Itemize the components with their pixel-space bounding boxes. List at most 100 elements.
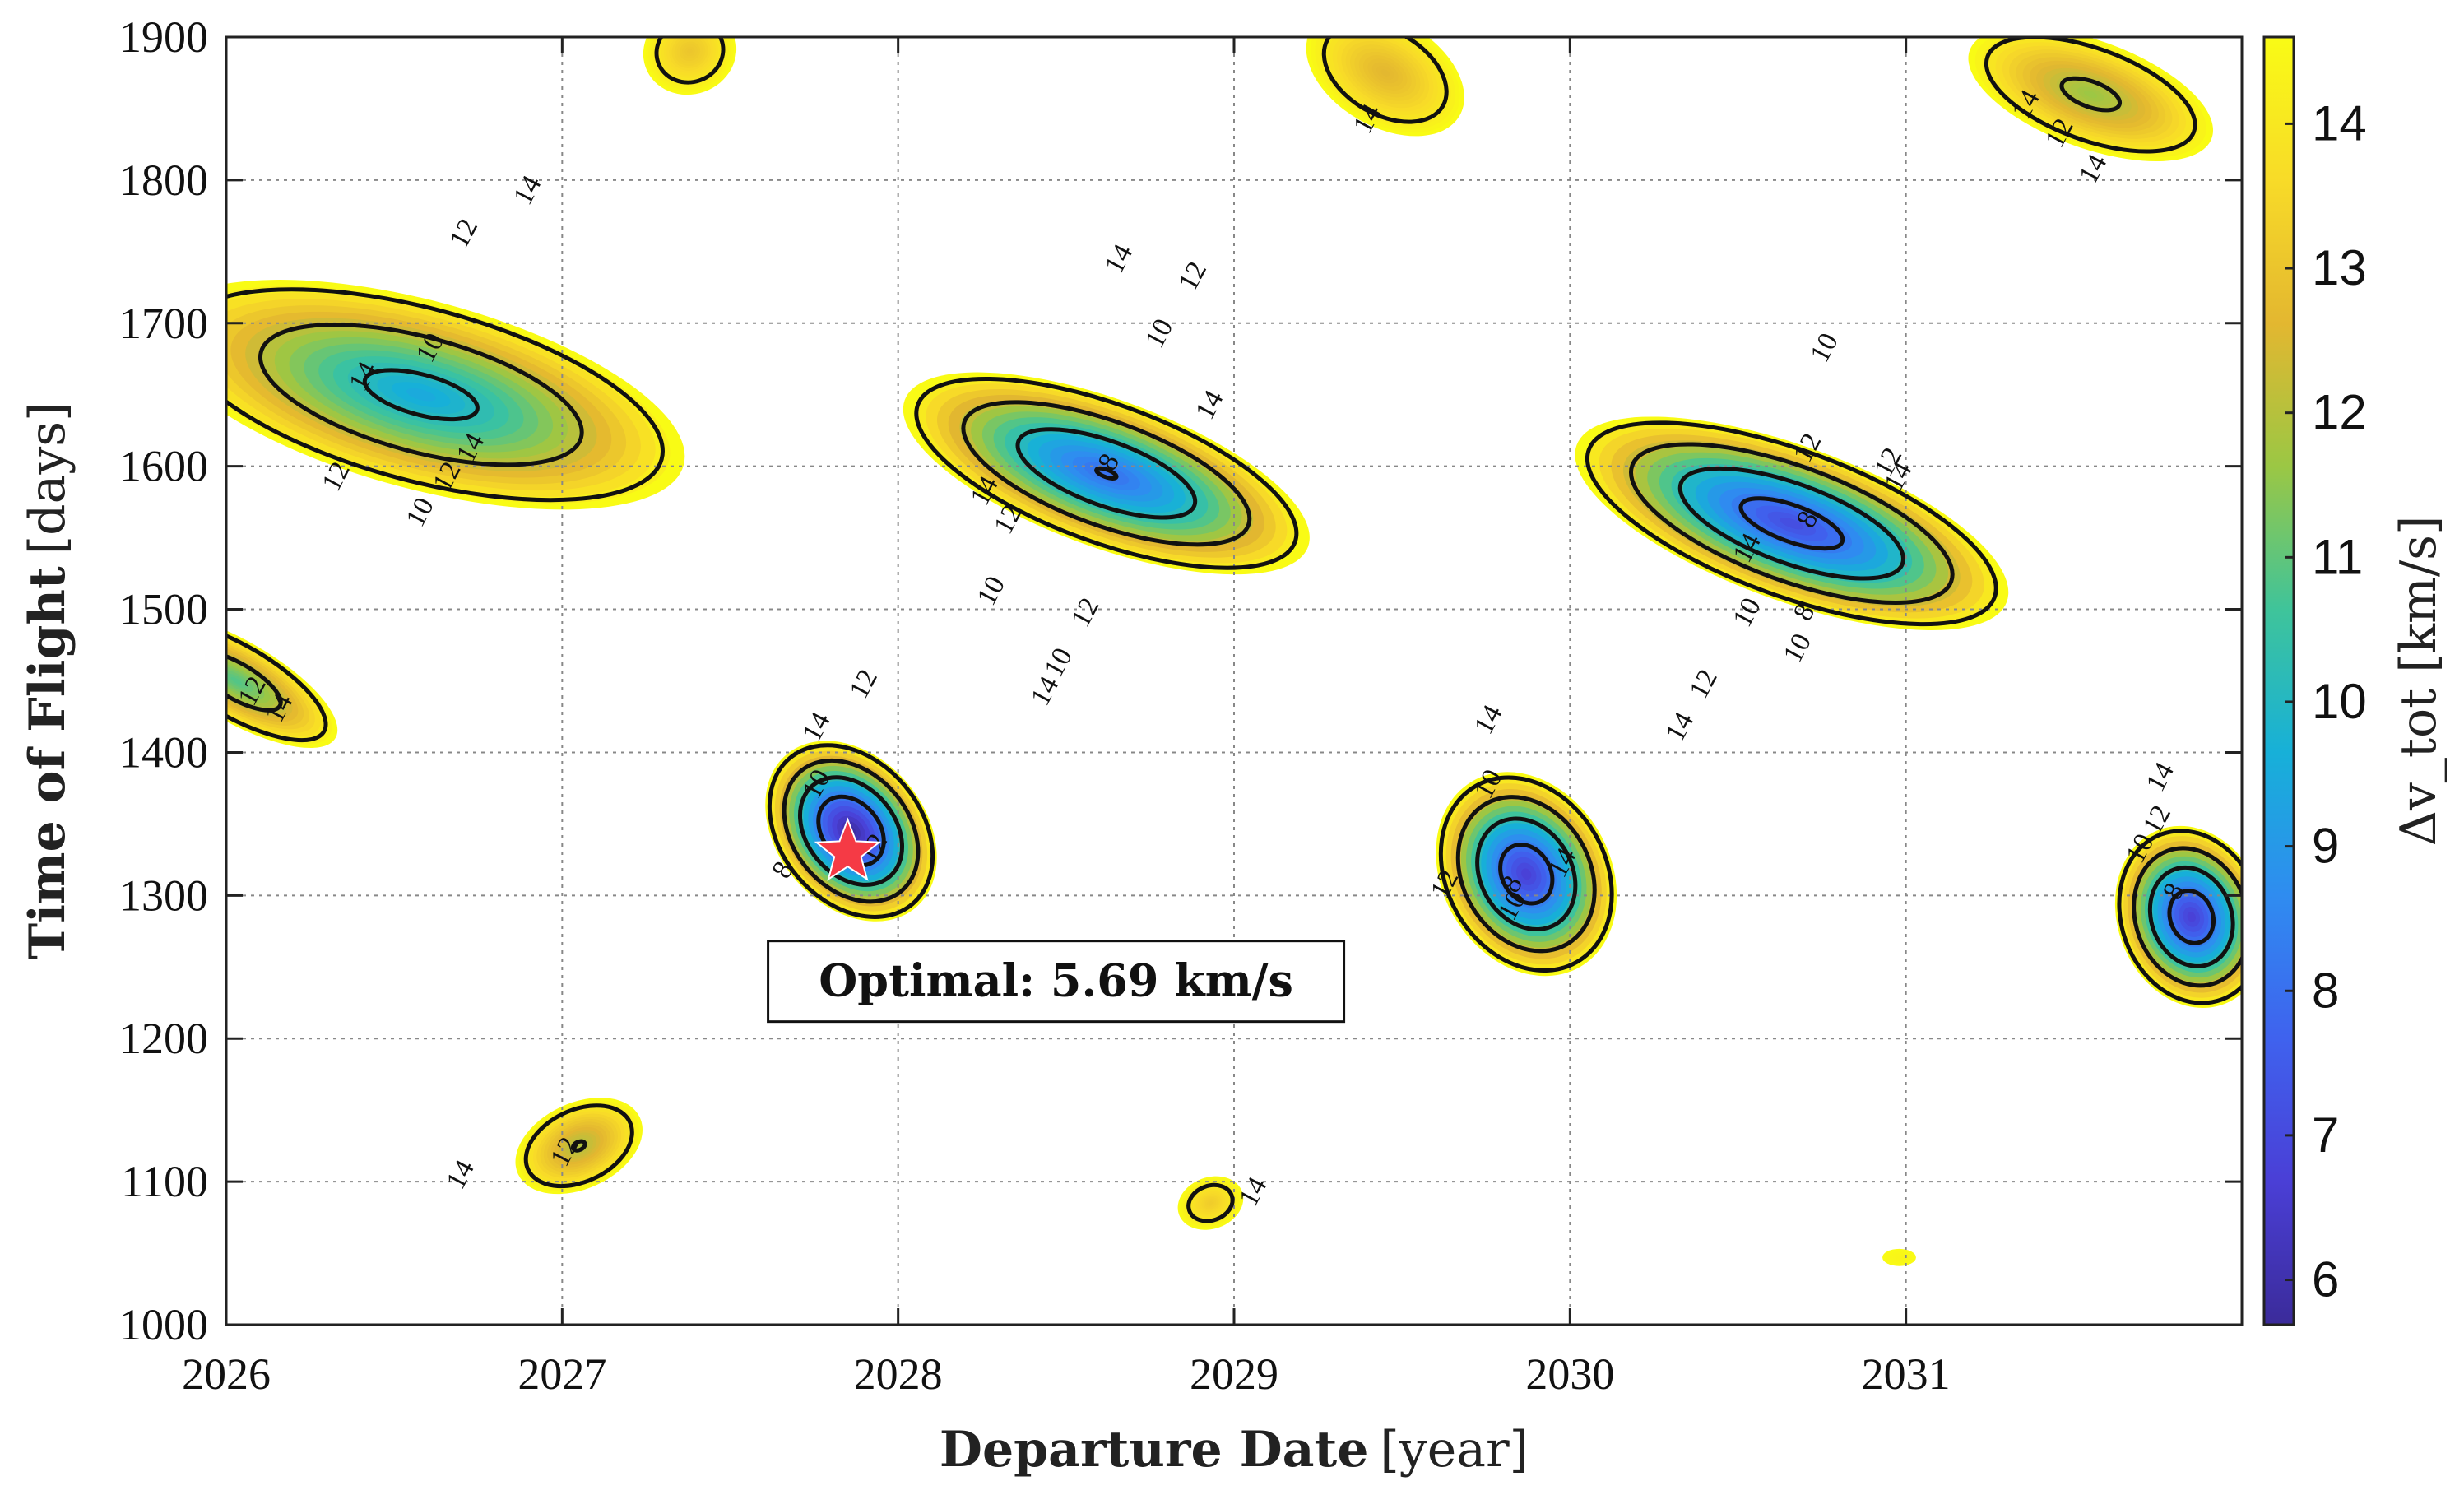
optimal-annotation: Optimal: 5.69 km/s [767,940,1346,1024]
contour-lines-window-2028 [767,743,935,919]
contour-line-12 [258,323,584,467]
contour-lines-window-2030-upper [1585,420,1998,627]
y-axis-label-bold: Time of Flight [19,566,77,959]
x-tick-label: 2028 [854,1349,943,1399]
colorbar-tick-label: 8 [2312,963,2339,1018]
colorbar-tick-label: 11 [2312,529,2363,584]
axes-ticks: 2026 2027 2028 2029 2030 2031 1000 1100 1200 1300… [119,12,2242,1399]
y-tick-label: 1300 [119,871,208,920]
colorbar-tick-label: 7 [2312,1107,2339,1163]
x-tick-label: 2030 [1525,1349,1614,1399]
optimal-star-marker [814,817,882,881]
contour-line-12 [1629,442,1955,605]
y-tick-label: 1000 [119,1300,208,1349]
contour-lines-island-2029 [1186,1182,1235,1223]
contour-lines-top-2029 [1321,37,1449,124]
basin-window-2031-top [1968,37,2213,162]
basin-fill-band [2083,91,2098,99]
y-tick-label: 1100 [121,1157,208,1206]
contour-line-10 [362,368,480,422]
y-tick-label: 1500 [119,585,208,634]
x-axis-label-bold: Departure Date [940,1421,1368,1479]
x-tick-label: 2031 [1862,1349,1951,1399]
contour-line-12 [782,758,921,904]
contour-line-14 [1984,37,2197,154]
contour-lines-window-2028-upper [914,377,1299,570]
contour-line-10 [1015,427,1198,520]
contour-line-12 [1455,795,1597,954]
y-tick-label: 1900 [119,12,208,62]
y-tick-label: 1400 [119,727,208,777]
x-axis-label: Departure Date [year] [940,1421,1529,1479]
contour-line-14 [914,377,1299,570]
contour-line-14 [226,619,328,743]
contour-line-14 [1186,1182,1235,1223]
basin-fill-band [230,676,243,685]
colorbar-tick-label: 10 [2312,674,2367,729]
y-axis-label: Time of Flight [days] [19,402,77,960]
contour-line-10 [1475,816,1578,932]
contour-lines-window-2031 [2117,829,2242,1005]
contour-lines-top-2027 [654,37,726,85]
contour-line-14 [2117,829,2242,1005]
basin-fill-band [1521,868,1532,880]
contour-line-14 [523,1103,634,1189]
contour-line-10 [1677,466,1905,581]
colorbar-tick-label: 9 [2312,819,2339,874]
colorbar-bar [2262,35,2295,1326]
contour-line-8 [1094,466,1119,481]
contour-line-14 [1585,420,1998,627]
x-tick-label: 2027 [517,1349,606,1399]
basin-fill-band [1380,69,1390,77]
contour-line-12 [961,400,1252,547]
basin-fill-band [406,388,436,402]
basin-fill-band [687,49,693,54]
basin-fill-band [1898,1256,1900,1258]
x-tick-label: 2029 [1190,1349,1278,1399]
contour-line-14 [1321,37,1449,124]
contour-line-layer [226,37,2242,1223]
colorbar-tick-label: 12 [2312,385,2367,440]
basin-window-2028-upper [903,372,1310,575]
y-tick-label: 1700 [119,299,208,348]
contour-line-12 [570,1139,587,1153]
basin-fill-band [1209,1201,1213,1205]
contour-line-10 [2147,865,2235,968]
colorbar-label: Δv_tot [km/s] [2390,516,2448,847]
y-axis-label-unit: [days] [19,402,77,555]
basin-fill-band [2187,912,2196,922]
y-tick-label: 1600 [119,442,208,491]
contour-lines-window-2031-top [1984,37,2197,154]
contour-lines-island-2027 [523,1103,634,1189]
y-tick-label: 1800 [119,156,208,205]
basin-speck-2031 [1882,1248,1916,1266]
colorbar-tick-label: 13 [2312,240,2367,295]
contour-lines-window-2030 [1438,775,1614,973]
contour-line-12 [2132,846,2242,988]
contour-line-12 [2059,76,2123,113]
contour-line-14 [226,287,665,503]
contour-line-8 [2167,889,2216,945]
basin-window-2030-upper [1575,416,2009,631]
contour-line-8 [1498,843,1555,906]
contour-line-14 [1438,775,1614,973]
optimal-marker-layer [814,817,882,881]
basin-fill-band [1095,467,1118,480]
colorbar-tick-label: 6 [2312,1252,2339,1307]
x-tick-label: 2026 [182,1349,271,1399]
grid [226,37,2242,1325]
x-axis-label-unit: [year] [1380,1421,1529,1479]
colorbar-tick-label: 14 [2312,95,2367,151]
contour-lines-window-2026 [226,287,665,503]
contour-line-8 [1738,496,1845,551]
contour-line-10 [797,775,905,887]
contour-line-14 [654,37,726,85]
contour-line-14 [767,743,935,919]
optimal-annotation-text: Optimal: 5.69 km/s [819,954,1293,1007]
optimal-annotation-box [767,940,1346,1024]
basin-fill-band [1780,518,1804,530]
y-tick-label: 1200 [119,1014,208,1063]
contour-fill-layer [226,37,2242,1266]
colorbar: 6 7 8 9 10 11 12 13 14 [2262,35,2367,1326]
